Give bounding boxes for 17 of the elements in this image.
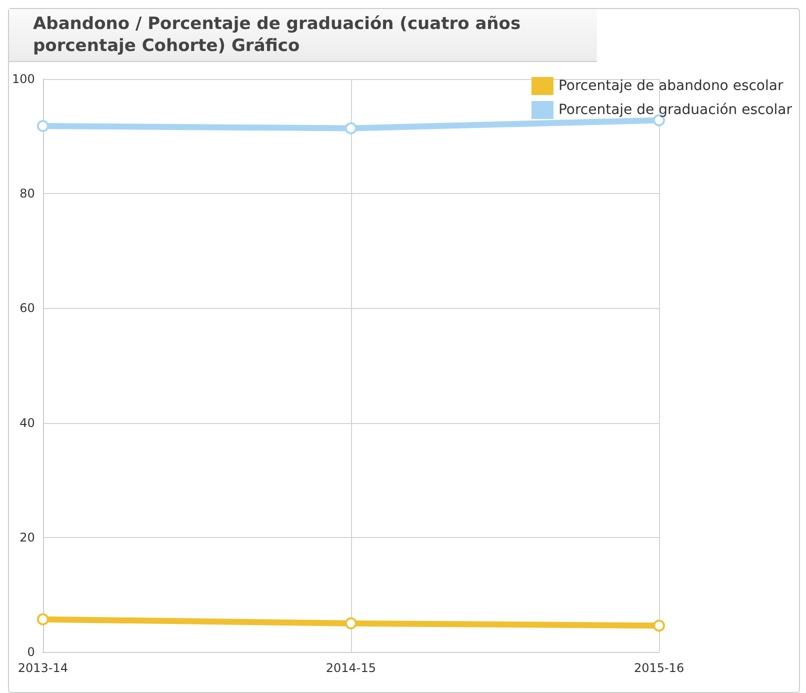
legend-label: Porcentaje de graduación escolar — [558, 102, 792, 118]
point — [36, 120, 49, 132]
x-tick-label: 2014-15 — [326, 661, 376, 675]
y-tick-label: 80 — [20, 186, 35, 201]
point — [36, 613, 49, 626]
x-tick-label: 2015-16 — [634, 661, 684, 675]
point — [344, 617, 357, 630]
chart-title: Abandono / Porcentaje de graduación (cuatro años porcentaje Cohorte) Gráfico — [9, 9, 597, 62]
y-tick-label: 60 — [20, 301, 35, 316]
point — [344, 122, 357, 134]
y-tick-label: 0 — [27, 645, 35, 659]
point — [653, 620, 665, 632]
y-tick-label: 100 — [12, 72, 35, 86]
y-tick-label: 40 — [20, 416, 35, 430]
x-tick-label: 2013-14 — [18, 661, 68, 675]
legend-label: Porcentaje de abandono escolar — [558, 78, 784, 94]
y-tick-label: 20 — [20, 530, 35, 544]
